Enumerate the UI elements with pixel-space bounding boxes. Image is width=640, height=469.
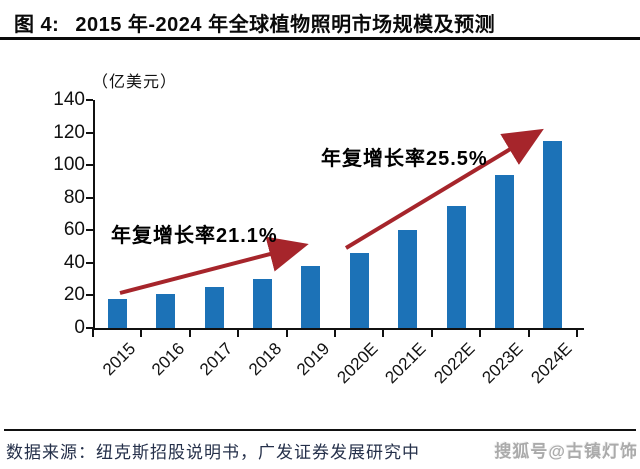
x-axis-label-2019: 2019 [293, 339, 334, 380]
x-tick-mark [334, 330, 336, 337]
x-axis-label-2023E: 2023E [478, 339, 527, 388]
x-axis-label-2024E: 2024E [527, 339, 576, 388]
y-tick-label-40: 40 [63, 251, 85, 273]
y-tick-mark [86, 164, 93, 167]
bar-2019 [301, 266, 321, 328]
y-tick-mark [86, 131, 93, 134]
y-tick-mark [86, 261, 93, 264]
x-axis-line [92, 328, 584, 330]
x-tick-mark [188, 330, 191, 337]
cagr-arrow-1 [119, 236, 309, 295]
figure-label: 图 4: [14, 14, 60, 36]
y-tick-label-100: 100 [53, 154, 85, 176]
bar-2020E [349, 253, 369, 328]
y-tick-label-80: 80 [63, 186, 85, 208]
y-tick-label-0: 0 [74, 317, 85, 338]
y-tick-label-60: 60 [63, 219, 85, 241]
x-axis-label-2017: 2017 [196, 339, 237, 380]
bar-2015 [107, 298, 127, 328]
y-tick-mark [86, 229, 93, 232]
footer-divider [4, 429, 636, 431]
bar-2021E [398, 230, 418, 328]
x-axis-label-2020E: 2020E [333, 339, 382, 388]
y-tick-label-140: 140 [53, 89, 85, 110]
y-tick-mark [86, 196, 93, 199]
x-tick-mark [237, 330, 240, 337]
x-axis-label-2022E: 2022E [430, 339, 479, 388]
x-tick-mark [92, 330, 94, 337]
watermark: 搜狐号@古镇灯饰 [494, 442, 638, 461]
x-tick-mark [140, 330, 143, 337]
x-axis-label-2018: 2018 [244, 339, 285, 380]
y-tick-label-20: 20 [63, 284, 85, 306]
figure-title-bar: 图 4: 2015 年-2024 年全球植物照明市场规模及预测 [0, 0, 640, 40]
x-tick-mark [527, 330, 530, 337]
x-tick-mark [285, 330, 288, 337]
y-tick-mark [86, 294, 93, 297]
bar-2022E [446, 205, 466, 328]
y-axis-line [93, 100, 95, 330]
annotation-cagr-2019-2024: 年复增长率25.5% [321, 148, 488, 170]
y-axis-unit-label: （亿美元） [92, 74, 178, 91]
x-axis-label-2015: 2015 [99, 339, 140, 380]
y-tick-label-120: 120 [53, 121, 85, 143]
x-tick-mark [382, 330, 385, 337]
page-title: 2015 年-2024 年全球植物照明市场规模及预测 [75, 14, 496, 36]
x-axis-label-2016: 2016 [147, 339, 189, 380]
bar-2018 [252, 279, 272, 328]
data-source: 数据来源：纽克斯招股说明书，广发证券发展研究中 [6, 443, 420, 462]
bar-2024E [543, 140, 563, 328]
bar-2016 [156, 293, 176, 328]
footer: 数据来源：纽克斯招股说明书，广发证券发展研究中 搜狐号@古镇灯饰 [0, 429, 640, 469]
bar-2023E [494, 174, 514, 328]
annotation-cagr-2015-2019: 年复增长率21.1% [111, 225, 278, 247]
y-tick-mark [86, 327, 93, 329]
y-tick-mark [86, 99, 93, 101]
bar-chart: （亿美元） 年复增长率21.1% 年复增长率25.5% 0 20 40 60 80 100… [0, 44, 640, 429]
x-tick-mark [576, 330, 578, 337]
x-tick-mark [479, 330, 482, 337]
x-tick-mark [430, 330, 433, 337]
bar-2017 [204, 287, 224, 328]
x-axis-label-2021E: 2021E [381, 339, 431, 388]
